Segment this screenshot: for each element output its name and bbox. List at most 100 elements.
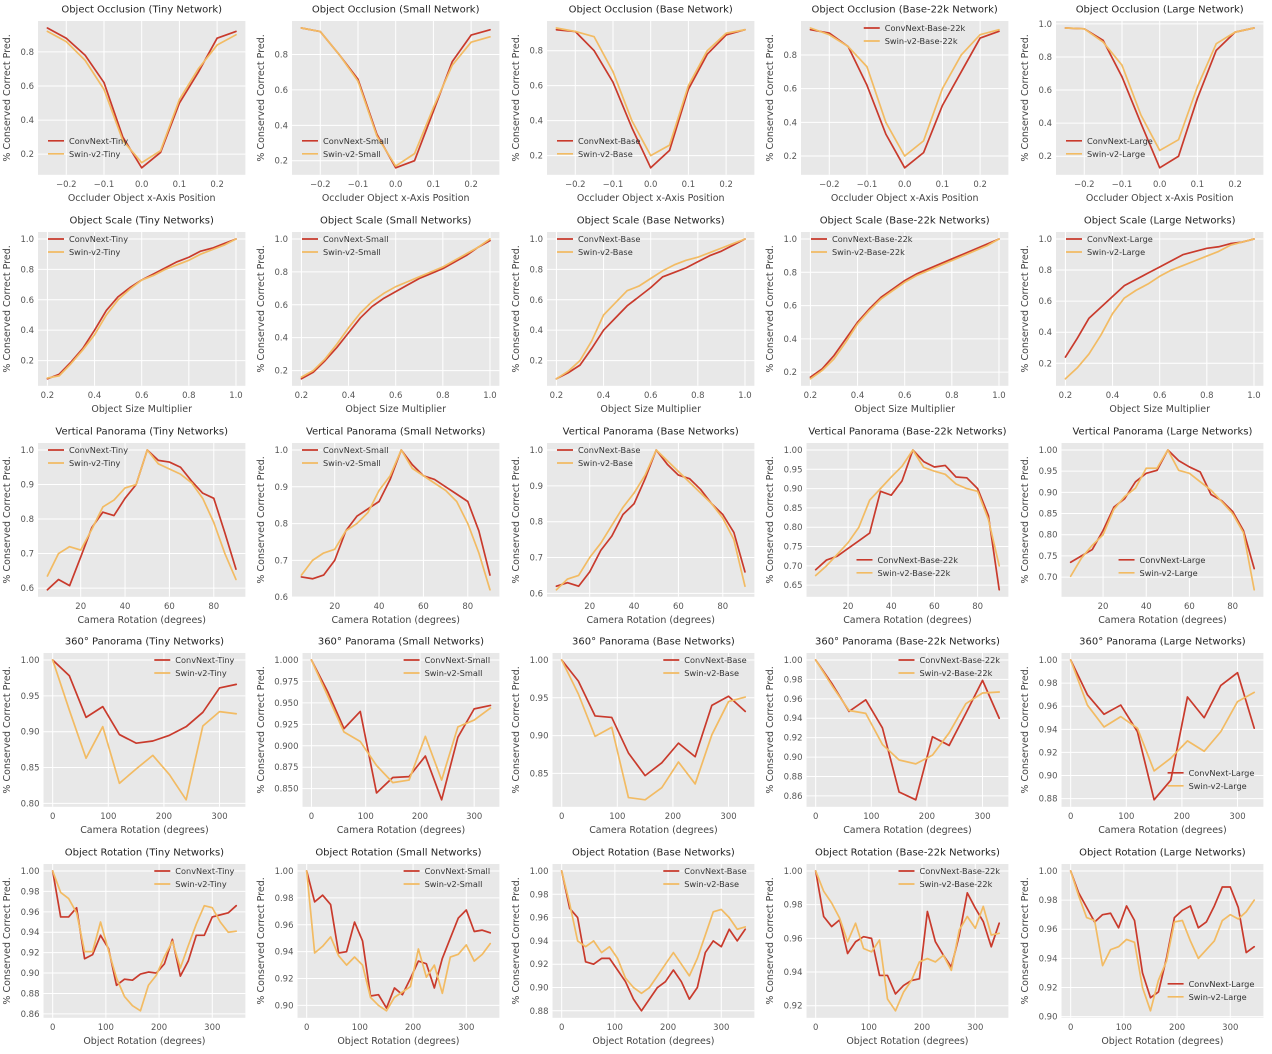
y-tick-label: 0.6 [275, 86, 289, 96]
x-tick-label: 60 [164, 601, 175, 611]
x-axis-label: Camera Rotation (degrees) [80, 825, 209, 836]
x-tick-label: 80 [463, 601, 474, 611]
y-tick-label: 1.0 [1038, 235, 1052, 245]
chart-title: Vertical Panorama (Small Networks) [306, 426, 486, 437]
x-axis-label: Object Rotation (degrees) [592, 1036, 714, 1047]
x-tick-label: 60 [1184, 601, 1195, 611]
chart-object-scale-small-networks: 0.2 0.4 0.6 0.8 1.0 0.2 0.4 0.6 0.8 1.0 Object Sca… [254, 211, 508, 422]
series-line-swin-v2-base-22k [809, 27, 1000, 157]
legend: ConvNext-Base-22k Swin-v2-Base-22k [811, 234, 913, 257]
y-tick-label: 0.6 [529, 82, 543, 92]
legend: ConvNext-Tiny Swin-v2-Tiny [47, 445, 128, 468]
y-tick-label: 0.90 [529, 732, 548, 742]
y-tick-label: 1.0 [20, 235, 34, 245]
series-line-swin-v2-large [1064, 27, 1255, 152]
series-line-swin-v2-large [1069, 870, 1255, 1012]
legend: ConvNext-Base Swin-v2-Base [556, 445, 640, 468]
y-tick-label: 1.0 [784, 235, 798, 245]
series-line-swin-v2-small [306, 870, 492, 1012]
x-tick-label: −0.2 [56, 180, 77, 190]
x-tick-label: 0.8 [945, 391, 959, 401]
y-tick-label: 1.00 [1038, 867, 1057, 877]
y-tick-label: 0.8 [1038, 266, 1052, 276]
series-line-convnext-large [1069, 659, 1255, 802]
x-tick-label: 0.8 [436, 391, 450, 401]
y-tick-label: 0.88 [529, 1007, 548, 1017]
x-tick-label: 1.0 [992, 391, 1006, 401]
legend-label-convnext-tiny: ConvNext-Tiny [175, 866, 234, 876]
chart-object-occlusion-small-network: −0.2 −0.1 0.0 0.1 0.2 0.2 0.4 0.6 0.8 Object Occl… [254, 0, 508, 211]
series-line-convnext-large [1069, 870, 1255, 999]
x-tick-label: 200 [1173, 812, 1189, 822]
y-tick-label: 0.96 [784, 695, 803, 705]
x-axis-label: Camera Rotation (degrees) [337, 825, 466, 836]
y-tick-label: 1.0 [529, 446, 543, 456]
y-tick-label: 0.2 [1038, 359, 1052, 369]
y-tick-label: 0.90 [21, 728, 40, 738]
y-tick-label: 0.88 [784, 773, 803, 783]
x-tick-label: 0.0 [898, 180, 912, 190]
y-tick-label: 0.7 [529, 553, 543, 563]
chart-vertical-panorama-small-networks: 20 40 60 80 0.6 0.7 0.8 0.9 1.0 Vertical Panorama… [254, 422, 508, 633]
plot-area [43, 864, 246, 1018]
y-tick-label: 0.8 [275, 51, 289, 61]
x-tick-label: 0.4 [851, 391, 865, 401]
chart-canvas: 0 100 200 300 0.88 0.90 0.92 0.94 0.96 0.98 1.00 36… [1020, 637, 1263, 836]
y-tick-label: 0.90 [1038, 1013, 1057, 1023]
x-tick-label: 0.2 [1228, 180, 1242, 190]
y-tick-label: 0.8 [20, 265, 34, 275]
legend-label-swin-v2-base-22k: Swin-v2-Base-22k [920, 668, 993, 678]
y-tick-label: 0.4 [1038, 119, 1052, 129]
x-tick-label: −0.2 [310, 180, 331, 190]
x-tick-label: 0.1 [1190, 180, 1204, 190]
x-axis-label: Camera Rotation (degrees) [589, 825, 718, 836]
legend-label-convnext-tiny: ConvNext-Tiny [69, 445, 128, 455]
chart-canvas: 0 100 200 300 0.850 0.875 0.900 0.925 0.950 0.975… [256, 637, 500, 836]
x-tick-label: 300 [1229, 812, 1245, 822]
series-line-swin-v2-large [1064, 237, 1255, 380]
series-line-swin-v2-small [300, 448, 492, 591]
chart-title: 360° Panorama (Small Networks) [318, 637, 484, 648]
y-tick-label: 0.4 [275, 121, 289, 131]
legend: ConvNext-Large Swin-v2-Large [1065, 136, 1152, 159]
x-axis-label: Occluder Object x-Axis Position [831, 193, 979, 204]
y-tick-label: 1.00 [275, 867, 294, 877]
x-tick-label: 100 [98, 1023, 114, 1033]
chart-object-occlusion-large-network: −0.2 −0.1 0.0 0.1 0.2 0.2 0.4 0.6 0.8 1.0 Object O… [1018, 0, 1272, 211]
series-line-convnext-large [1064, 27, 1255, 169]
y-tick-label: 0.80 [1038, 530, 1057, 540]
y-tick-label: 0.90 [275, 1002, 294, 1012]
y-tick-label: 0.98 [784, 676, 803, 686]
chart-object-occlusion-base-network: −0.2 −0.1 0.0 0.1 0.2 0.2 0.4 0.6 0.8 Object Occl… [509, 0, 763, 211]
x-tick-label: −0.1 [94, 180, 115, 190]
x-tick-label: 0 [309, 812, 314, 822]
plot-area [552, 653, 755, 808]
y-tick-label: 0.850 [275, 785, 299, 795]
x-axis-label: Object Size Multiplier [346, 404, 447, 415]
x-axis-label: Camera Rotation (degrees) [843, 614, 972, 625]
y-tick-label: 0.90 [784, 753, 803, 763]
series-line-swin-v2-base-22k [814, 659, 1001, 766]
chart-canvas: 0 100 200 300 0.80 0.85 0.90 0.95 1.00 360° Panor… [2, 637, 246, 836]
legend-label-convnext-base-22k: ConvNext-Base-22k [878, 554, 959, 564]
legend: ConvNext-Large Swin-v2-Large [1065, 234, 1152, 257]
x-tick-label: 0.2 [1058, 391, 1072, 401]
y-tick-label: 0.90 [784, 484, 803, 494]
plot-area [806, 864, 1009, 1018]
legend: ConvNext-Base Swin-v2-Base [663, 655, 747, 678]
y-tick-label: 0.6 [784, 301, 798, 311]
y-tick-label: 0.95 [529, 694, 548, 704]
legend: ConvNext-Base Swin-v2-Base [663, 866, 747, 889]
y-tick-label: 0.90 [21, 969, 40, 979]
x-axis-label: Occluder Object x-Axis Position [577, 193, 725, 204]
x-tick-label: 300 [720, 812, 736, 822]
x-tick-label: 0.4 [342, 391, 356, 401]
chart-title: Object Rotation (Large Networks) [1079, 848, 1246, 859]
y-axis-label: % Conserved Correct Pred. [511, 667, 522, 794]
series-line-swin-v2-base [555, 27, 746, 157]
legend-label-swin-v2-base: Swin-v2-Base [684, 879, 739, 889]
plot-area [1061, 442, 1263, 597]
chart-canvas: 20 40 60 80 0.6 0.7 0.8 0.9 1.0 Vertical Panorama… [2, 426, 246, 625]
series-line-swin-v2-large [1069, 448, 1255, 591]
series-line-swin-v2-base [555, 448, 746, 591]
